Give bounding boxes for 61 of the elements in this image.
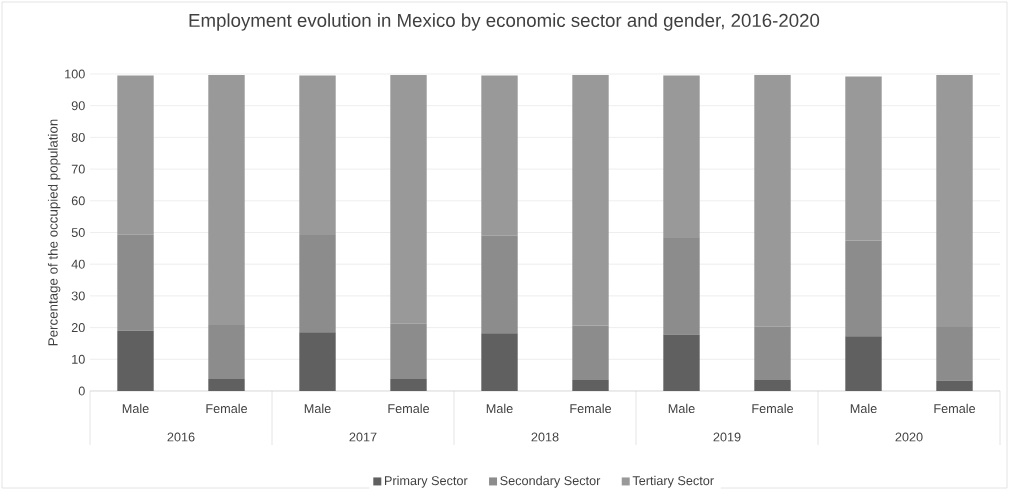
text: 2018 xyxy=(531,432,559,442)
y-tick-label: 10 xyxy=(72,354,85,364)
bar xyxy=(754,74,791,327)
bar xyxy=(663,237,700,335)
bar xyxy=(208,378,245,391)
y-tick-label: 70 xyxy=(71,164,85,174)
y-tick-label: 50 xyxy=(71,228,85,237)
x-tick-label: Female xyxy=(934,403,976,414)
bar xyxy=(117,234,154,331)
x-tick-label: Female xyxy=(570,403,612,414)
bar xyxy=(572,325,609,380)
bar xyxy=(481,75,518,236)
legend-label: Tertiary Sector xyxy=(632,475,714,488)
chart-title: Employment evolution in Mexico by economic sector and gender, 2016-2020 xyxy=(189,13,820,31)
x-tick-label: Male xyxy=(486,403,513,414)
bar xyxy=(845,240,882,337)
bar xyxy=(572,379,609,391)
bar xyxy=(936,326,973,381)
legend-label: Primary Sector xyxy=(385,475,468,488)
bar xyxy=(754,379,791,391)
text: 2017 xyxy=(349,432,377,442)
bar xyxy=(845,336,882,391)
y-tick-label: 100 xyxy=(65,69,85,79)
text: 2020 xyxy=(895,432,923,442)
bar xyxy=(208,74,245,326)
bar xyxy=(117,330,154,391)
bar xyxy=(117,75,154,235)
bar xyxy=(299,332,336,391)
text: 2019 xyxy=(713,432,741,442)
y-tick-label: 60 xyxy=(71,196,85,206)
bar xyxy=(663,75,700,238)
bar xyxy=(572,74,609,326)
x-tick-label: Female xyxy=(206,403,248,414)
x-tick-label: Male xyxy=(304,403,331,414)
bar xyxy=(754,326,791,380)
bar xyxy=(390,74,427,324)
bar xyxy=(390,323,427,379)
bar xyxy=(663,334,700,391)
text: 2016 xyxy=(167,432,195,442)
y-tick-label: 30 xyxy=(71,291,85,301)
x-tick-label: Male xyxy=(668,403,695,414)
bar xyxy=(936,74,973,327)
x-tick-label: Female xyxy=(388,403,430,414)
bar xyxy=(299,235,336,333)
x-tick-label: Female xyxy=(752,403,794,414)
y-tick-label: 20 xyxy=(71,323,85,333)
bar xyxy=(481,333,518,391)
bar xyxy=(299,75,336,236)
y-tick-label: 90 xyxy=(71,101,85,111)
y-axis-title: Percentage of the occupied population xyxy=(47,119,61,346)
bar xyxy=(390,378,427,391)
bar xyxy=(208,325,245,379)
bar xyxy=(845,76,882,241)
bar xyxy=(481,235,518,334)
x-tick-label: Male xyxy=(122,403,149,414)
legend-label: Secondary Sector xyxy=(500,475,601,488)
y-tick-label: 40 xyxy=(71,259,85,269)
x-tick-label: Male xyxy=(850,403,877,414)
y-tick-label: 80 xyxy=(71,132,85,142)
bar xyxy=(936,380,973,391)
y-tick-label: 0 xyxy=(78,386,85,396)
